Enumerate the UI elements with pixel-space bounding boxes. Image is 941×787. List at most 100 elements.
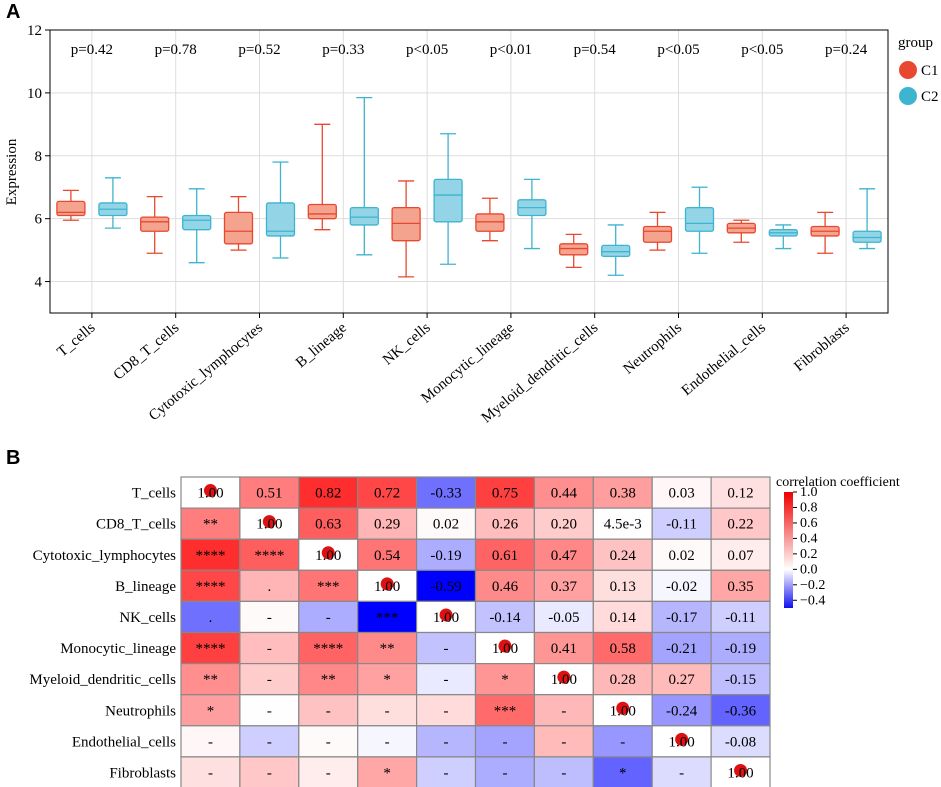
heat-cell-0-5 — [474, 476, 536, 509]
heat-label-7-8: -0.24 — [666, 703, 698, 719]
heat-cell-6-7 — [592, 662, 653, 696]
heat-cell-9-4 — [416, 756, 477, 787]
panel-a-pvalues: p=0.42 p=0.78 p=0.52 p=0.33 p<0.05 p<0.01 p=0.… — [71, 42, 868, 58]
heat-cell-1-0 — [180, 507, 241, 540]
row-label-3: B_lineage — [115, 579, 176, 595]
heat-cell-7-6 — [533, 694, 594, 727]
heat-label-4-7: 0.14 — [610, 610, 637, 626]
heat-label-5-7: 0.58 — [610, 641, 636, 657]
heat-label-8-2: - — [326, 734, 331, 750]
heat-cell-9-9 — [710, 756, 771, 787]
box-c2-8 — [768, 224, 798, 250]
heat-cell-9-2 — [298, 756, 359, 787]
heat-cell-0-2 — [298, 476, 359, 509]
pvalue-1: p=0.78 — [155, 42, 197, 58]
heat-label-0-4: -0.33 — [430, 486, 461, 502]
legend-title: group — [898, 35, 933, 51]
heat-label-5-2: **** — [313, 641, 343, 657]
box-body — [475, 213, 505, 232]
heat-cell-8-9 — [710, 725, 771, 758]
heat-label-7-6: - — [561, 703, 566, 719]
heat-label-7-5: *** — [494, 703, 517, 719]
heat-label-7-4: - — [444, 703, 449, 719]
box-body — [349, 207, 379, 226]
heat-cell-1-2 — [298, 507, 359, 540]
row-label-0: T_cells — [132, 486, 176, 502]
box-body — [433, 178, 463, 223]
heat-label-8-8: 1.00 — [669, 734, 695, 750]
legend-c2-label: C2 — [921, 89, 939, 105]
box-c2-3 — [349, 96, 379, 256]
row-label-1: CD8_T_cells — [96, 517, 176, 533]
heat-cell-7-2 — [298, 694, 359, 727]
box-body — [56, 200, 86, 217]
heat-label-3-3: 1.00 — [374, 579, 400, 595]
heat-label-8-9: -0.08 — [725, 734, 756, 750]
heat-label-9-3: * — [383, 765, 391, 781]
heat-label-6-1: - — [267, 672, 272, 688]
box-body — [391, 207, 421, 242]
y-tick-label-4: 12 — [27, 23, 42, 39]
heat-cell-5-6 — [533, 631, 594, 665]
heat-label-2-6: 0.47 — [551, 548, 578, 564]
heat-label-2-1: **** — [254, 548, 284, 564]
heat-label-1-7: 4.5e-3 — [604, 517, 642, 533]
panel-a-boxes — [56, 96, 882, 278]
heat-label-4-1: - — [267, 610, 272, 626]
heat-cell-3-6 — [533, 569, 594, 602]
heat-label-3-7: 0.13 — [610, 579, 636, 595]
heat-cell-8-6 — [533, 725, 594, 758]
box-c2-5 — [517, 178, 547, 250]
box-c2-9 — [852, 188, 882, 250]
heat-label-1-2: 0.63 — [315, 517, 341, 533]
y-tick-label-1: 6 — [35, 212, 43, 228]
panel-a-y-axis: 4 6 8 10 12 — [27, 23, 50, 291]
heat-label-9-2: - — [326, 765, 331, 781]
diag-marker-5 — [498, 639, 512, 653]
heat-label-9-6: - — [561, 765, 566, 781]
heat-label-2-0: **** — [195, 548, 225, 564]
heat-label-3-0: **** — [195, 579, 225, 595]
heat-label-5-5: 1.00 — [492, 641, 518, 657]
box-c1-3 — [307, 123, 337, 231]
panel-b-heatmap: 1.00 0.51 0.82 0.72 -0.33 0.75 0.44 0.38 0.03 0.1… — [180, 476, 771, 787]
heat-label-4-5: -0.14 — [489, 610, 521, 626]
heat-cell-9-5 — [474, 756, 536, 787]
heat-label-0-5: 0.75 — [492, 486, 518, 502]
heat-label-4-0: . — [209, 610, 213, 626]
colorbar-tick-label-2: 0.6 — [800, 516, 818, 531]
heat-cell-0-8 — [651, 476, 712, 509]
diag-marker-8 — [675, 732, 689, 746]
x-tick-label-7: Neutrophils — [621, 320, 686, 378]
heat-label-6-3: * — [383, 672, 391, 688]
box-c2-6 — [601, 224, 631, 276]
heat-label-1-1: 1.00 — [256, 517, 282, 533]
heat-cell-3-8 — [651, 569, 712, 602]
heat-cell-9-6 — [533, 756, 594, 787]
heat-cell-8-2 — [298, 725, 359, 758]
box-c1-0 — [56, 189, 86, 221]
row-label-8: Endothelial_cells — [72, 734, 176, 750]
heat-label-9-0: - — [208, 765, 213, 781]
box-c1-1 — [140, 196, 170, 254]
heat-label-2-3: 0.54 — [374, 548, 401, 564]
x-tick-label-9: Fibroblasts — [791, 320, 852, 375]
heat-cell-9-3 — [357, 756, 418, 787]
heat-label-0-9: 0.12 — [727, 486, 753, 502]
heat-label-0-1: 0.51 — [256, 486, 282, 502]
box-c1-8 — [726, 219, 756, 243]
diag-marker-0 — [203, 484, 217, 498]
heat-label-3-2: *** — [317, 579, 340, 595]
heat-cell-5-0 — [180, 631, 241, 665]
heat-label-2-7: 0.24 — [610, 548, 637, 564]
heat-label-9-9: 1.00 — [727, 765, 753, 781]
heat-cell-0-9 — [710, 476, 771, 509]
x-tick-label-8: Endothelial_cells — [679, 320, 769, 399]
pvalue-8: p<0.05 — [741, 42, 783, 58]
row-label-7: Neutrophils — [105, 703, 176, 719]
box-body — [559, 243, 589, 256]
heat-cell-2-3 — [357, 538, 418, 571]
box-body — [223, 211, 254, 245]
